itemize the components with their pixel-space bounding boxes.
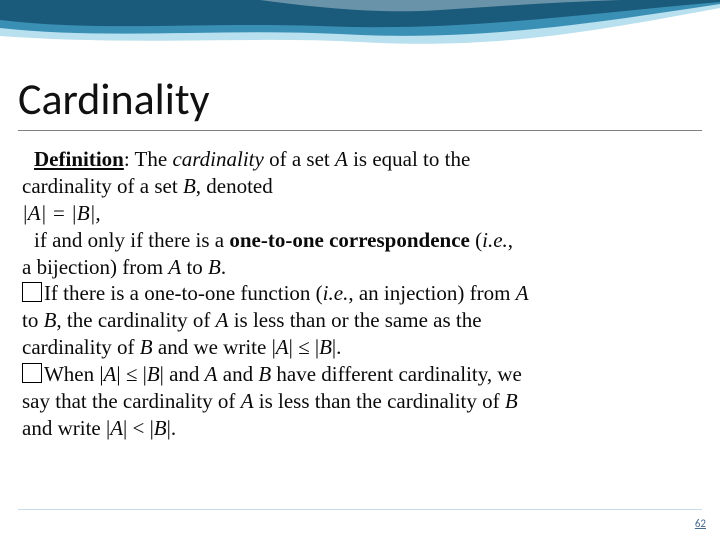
slide: Cardinality Definition: The cardinality … xyxy=(0,0,720,540)
title-underline xyxy=(18,130,702,131)
decorative-wave xyxy=(0,0,720,70)
bullet-2-line-2: say that the cardinality of A is less th… xyxy=(22,388,702,415)
slide-title: Cardinality xyxy=(18,72,210,126)
bullet-1-line-3: cardinality of B and we write |A| ≤ |B|. xyxy=(22,334,702,361)
definition-line-5: a bijection) from A to B. xyxy=(22,254,702,281)
bullet-box-icon xyxy=(22,282,42,302)
bullet-box-icon xyxy=(22,363,42,383)
bottom-divider xyxy=(18,509,702,510)
bullet-2-line-1: When |A| ≤ |B| and A and B have differen… xyxy=(22,361,702,388)
slide-body: Definition: The cardinality of a set A i… xyxy=(22,146,702,442)
definition-line-2: cardinality of a set B, denoted xyxy=(22,173,702,200)
definition-label: Definition xyxy=(34,147,124,171)
page-number: 62 xyxy=(695,517,706,530)
equation-line: |A| = |B|, xyxy=(22,200,702,227)
definition-line-1: Definition: The cardinality of a set A i… xyxy=(22,146,702,173)
bullet-1-line-2: to B, the cardinality of A is less than … xyxy=(22,307,702,334)
bullet-2-line-3: and write |A| < |B|. xyxy=(22,415,702,442)
bullet-1-line-1: If there is a one-to-one function (i.e.,… xyxy=(22,280,702,307)
definition-line-4: if and only if there is a one-to-one cor… xyxy=(22,227,702,254)
